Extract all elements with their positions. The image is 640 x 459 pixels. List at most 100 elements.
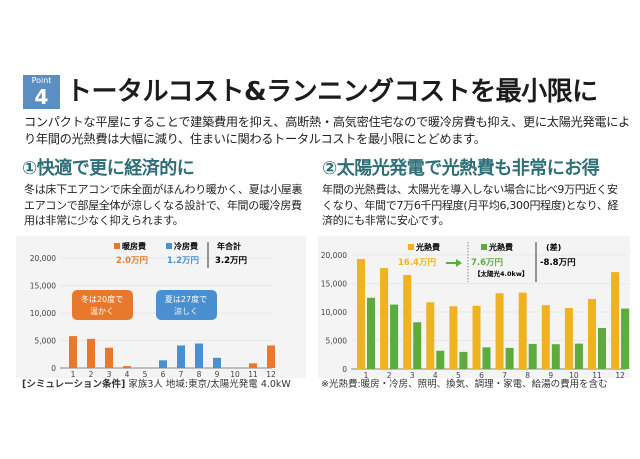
legend-heating-total: 2.0万円 — [116, 256, 148, 266]
x-tick-label: 2 — [387, 371, 392, 378]
x-tick-label: 1 — [364, 371, 369, 378]
utility-cost-chart-panel: 0 5,000 10,000 15,000 20,000 1 2 3 4 5 6 7 8 9 10 11 12 光… — [318, 236, 630, 380]
right-caption: ※光熱費:暖房・冷房、照明、換気、調理・家電、給湯の費用を含む — [321, 379, 608, 390]
x-tick-label: 9 — [548, 371, 553, 378]
y-tick-label: 15,000 — [30, 282, 56, 291]
without-solar-bar — [495, 293, 504, 369]
x-tick-label: 4 — [125, 370, 130, 378]
left-text: 冬は床下エアコンで床全面がほんわり暖かく、夏は小屋裏エアコンで部屋全体が涼しくな… — [24, 183, 303, 227]
x-tick-label: 11 — [592, 371, 602, 378]
without-solar-bar — [380, 268, 389, 369]
with-solar-bar — [436, 350, 445, 369]
x-tick-label: 12 — [615, 371, 625, 378]
cooling-bar — [195, 343, 203, 368]
without-solar-bar — [403, 274, 412, 369]
legend-cooling-total: 1.2万円 — [167, 256, 199, 266]
right-heading: ②太陽光発電で光熱費も非常にお得 — [322, 158, 600, 179]
y-tick-label: 5,000 — [35, 337, 57, 346]
with-solar-bar — [413, 322, 422, 369]
y-tick-label: 20,000 — [321, 251, 347, 260]
heating-bar — [69, 336, 77, 368]
legend-without-total: 16.4万円 — [398, 258, 436, 268]
legend-heating: 暖房費 — [122, 241, 146, 251]
with-solar-bar — [574, 343, 583, 369]
winter-note: 温かく — [90, 307, 114, 316]
x-tick-label: 2 — [89, 370, 94, 378]
with-solar-bar — [367, 297, 375, 369]
legend-with: 光熱費 — [488, 242, 513, 252]
left-caption: [シミュレーション条件] 家族3人 地域:東京/太陽光発電 4.0kW — [22, 379, 291, 390]
page-title: トータルコスト&ランニングコストを最小限に — [66, 77, 598, 107]
y-tick-label: 15,000 — [321, 280, 347, 289]
legend-cooling: 冷房費 — [174, 241, 198, 251]
x-tick-label: 6 — [479, 371, 484, 378]
without-solar-bar — [518, 292, 527, 369]
legend-swatch-without — [408, 244, 414, 250]
winter-note: 冬は20度で — [81, 294, 123, 304]
without-solar-bar — [449, 306, 458, 369]
x-tick-label: 3 — [107, 370, 112, 378]
without-solar-bar — [588, 298, 596, 369]
x-tick-label: 8 — [525, 371, 530, 378]
x-tick-label: 5 — [456, 371, 461, 378]
x-tick-label: 6 — [161, 370, 166, 378]
with-solar-bar — [528, 343, 537, 369]
winter-note-box — [72, 290, 133, 320]
legend-total: 3.2万円 — [215, 256, 247, 266]
x-tick-label: 1 — [71, 370, 76, 378]
without-solar-bar — [426, 302, 435, 369]
heating-bar — [123, 366, 131, 368]
x-tick-label: 9 — [215, 370, 220, 378]
x-tick-label: 7 — [502, 371, 507, 378]
heating-bar — [249, 363, 257, 368]
summer-note-box — [156, 290, 217, 320]
legend-with-total: 7.6万円 — [471, 258, 503, 268]
x-tick-label: 5 — [143, 370, 148, 378]
legend-diff: -8.8万円 — [540, 258, 576, 268]
without-solar-bar — [611, 272, 620, 369]
with-solar-bar — [621, 308, 630, 369]
without-solar-bar — [564, 308, 573, 369]
x-tick-label: 3 — [410, 371, 415, 378]
heating-bar — [267, 345, 275, 368]
without-solar-bar — [357, 258, 365, 369]
left-heading: ①快適で更に経済的に — [22, 158, 195, 179]
with-solar-bar — [505, 347, 514, 369]
cooling-bar — [213, 357, 221, 368]
heating-bar — [87, 338, 95, 368]
summer-note: 夏は27度で — [165, 294, 207, 304]
x-tick-label: 11 — [248, 370, 258, 378]
cooling-bar — [159, 360, 167, 368]
x-tick-label: 8 — [197, 370, 202, 378]
legend-swatch-heating — [114, 243, 120, 249]
x-tick-label: 4 — [433, 371, 438, 378]
with-solar-bar — [598, 327, 606, 369]
with-solar-bar — [551, 344, 560, 369]
legend-with-note: 【太陽光4.0kw】 — [474, 269, 528, 278]
x-tick-label: 10 — [569, 371, 579, 378]
arrow-right-icon — [446, 259, 462, 267]
with-solar-bar — [482, 347, 491, 369]
x-tick-label: 10 — [230, 370, 240, 378]
with-solar-bar — [459, 351, 468, 369]
y-tick-label: 0 — [51, 364, 56, 373]
heating-bar — [105, 347, 113, 368]
legend-total-label: 年合計 — [217, 241, 241, 251]
cooling-bar — [177, 345, 185, 368]
legend-without: 光熱費 — [415, 242, 440, 252]
y-tick-label: 10,000 — [30, 309, 56, 318]
heating-cooling-chart-panel: 0 5,000 10,000 15,000 20,000 1 2 3 4 5 6 7 8 9 10 11 12 暖… — [16, 236, 306, 379]
legend-swatch-cooling — [166, 243, 172, 249]
without-solar-bar — [472, 305, 481, 369]
x-tick-label: 12 — [266, 370, 276, 378]
lead-text: コンパクトな平屋にすることで建築費用を抑え、高断熱・高気密住宅なので暖冷房費も抑… — [24, 115, 631, 146]
without-solar-bar — [541, 305, 550, 369]
with-solar-bar — [390, 304, 399, 369]
y-tick-label: 0 — [342, 365, 347, 374]
legend-swatch-with — [481, 244, 487, 250]
x-tick-label: 7 — [179, 370, 184, 378]
legend-diff-label: (差) — [546, 242, 561, 252]
summer-note: 涼しく — [174, 306, 198, 316]
